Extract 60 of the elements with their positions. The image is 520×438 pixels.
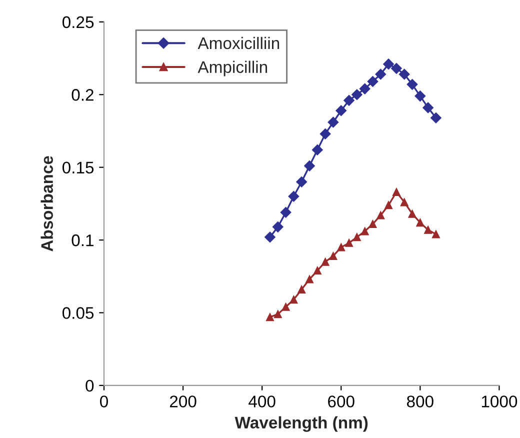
legend-label: Ampicillin [198, 60, 268, 76]
point [312, 144, 323, 156]
point [320, 128, 331, 140]
point [306, 275, 314, 284]
y-tick-label: 0.25 [62, 16, 94, 28]
y-axis-title: Absorbance [40, 156, 53, 252]
point [329, 252, 338, 260]
point [344, 94, 354, 106]
x-tick-label: 800 [406, 396, 434, 408]
y-tick-label: 0.05 [62, 307, 94, 319]
point [375, 68, 386, 80]
x-tick-label: 1000 [482, 396, 518, 408]
point [384, 201, 393, 210]
point [296, 176, 308, 188]
point [304, 160, 315, 172]
point [360, 227, 369, 236]
point [298, 285, 306, 294]
y-tick-label: 0 [86, 380, 94, 392]
point [400, 198, 408, 206]
point [398, 68, 410, 80]
y-tick-label: 0.1 [72, 234, 94, 246]
x-axis-title: Wavelength (nm) [234, 416, 368, 432]
point [392, 188, 400, 196]
point [424, 226, 432, 234]
point [432, 230, 440, 238]
point [345, 238, 354, 247]
point [290, 296, 298, 304]
point [422, 102, 434, 114]
point [352, 233, 361, 242]
point [321, 258, 330, 266]
y-tick-label: 0.2 [72, 89, 94, 101]
y-tick-label: 0.15 [62, 162, 94, 174]
point [406, 79, 418, 90]
point [383, 58, 394, 70]
point [337, 243, 346, 252]
x-tick-label: 400 [248, 396, 276, 408]
point [416, 218, 424, 227]
point [264, 232, 276, 243]
point [336, 105, 347, 116]
point [266, 313, 274, 322]
point [367, 76, 378, 87]
point [376, 211, 385, 220]
point [408, 210, 416, 218]
point [274, 310, 282, 318]
point [272, 222, 284, 232]
point [351, 89, 362, 100]
x-tick-label: 600 [328, 396, 354, 408]
point [280, 206, 292, 218]
point [288, 190, 300, 202]
point [430, 112, 442, 124]
point [282, 302, 290, 311]
point [328, 116, 339, 128]
legend-label: Amoxicilliin [198, 36, 280, 50]
point [359, 83, 370, 94]
point [313, 266, 322, 275]
x-tick-label: 0 [100, 396, 108, 408]
x-tick-label: 200 [170, 396, 196, 408]
point [368, 220, 377, 228]
point [391, 63, 402, 74]
point [414, 90, 426, 102]
